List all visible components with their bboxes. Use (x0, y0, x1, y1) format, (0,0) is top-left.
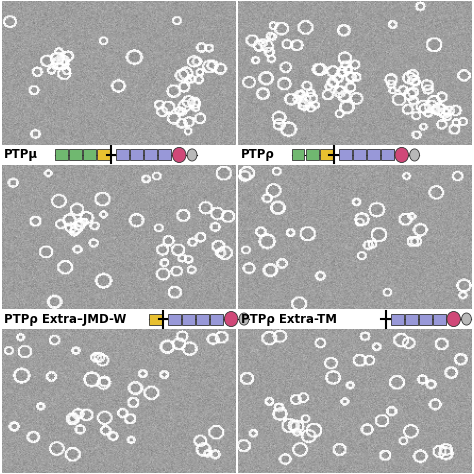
Ellipse shape (239, 313, 249, 325)
FancyBboxPatch shape (97, 149, 110, 161)
FancyBboxPatch shape (130, 149, 143, 161)
FancyBboxPatch shape (306, 149, 319, 161)
FancyBboxPatch shape (391, 313, 404, 325)
FancyBboxPatch shape (83, 149, 96, 161)
Text: PTPρ Extra–JMD-W: PTPρ Extra–JMD-W (4, 312, 127, 326)
FancyBboxPatch shape (158, 149, 171, 161)
Text: PTPρ: PTPρ (241, 148, 274, 162)
FancyBboxPatch shape (210, 313, 223, 325)
Text: PTPμ: PTPμ (4, 148, 38, 162)
FancyBboxPatch shape (419, 313, 432, 325)
FancyBboxPatch shape (433, 313, 446, 325)
FancyBboxPatch shape (339, 149, 352, 161)
FancyBboxPatch shape (405, 313, 418, 325)
FancyBboxPatch shape (69, 149, 82, 161)
Ellipse shape (447, 311, 460, 327)
FancyBboxPatch shape (55, 149, 68, 161)
FancyBboxPatch shape (116, 149, 129, 161)
FancyBboxPatch shape (196, 313, 209, 325)
Ellipse shape (187, 149, 197, 161)
Ellipse shape (410, 149, 419, 161)
FancyBboxPatch shape (381, 149, 394, 161)
Ellipse shape (395, 147, 409, 163)
Ellipse shape (173, 147, 186, 163)
FancyBboxPatch shape (292, 149, 304, 161)
FancyBboxPatch shape (182, 313, 195, 325)
FancyBboxPatch shape (149, 313, 162, 325)
FancyBboxPatch shape (353, 149, 366, 161)
Text: PTPρ Extra-TM: PTPρ Extra-TM (241, 312, 337, 326)
Ellipse shape (462, 313, 472, 325)
FancyBboxPatch shape (145, 149, 157, 161)
FancyBboxPatch shape (367, 149, 380, 161)
FancyBboxPatch shape (319, 149, 333, 161)
Ellipse shape (224, 311, 238, 327)
FancyBboxPatch shape (168, 313, 181, 325)
